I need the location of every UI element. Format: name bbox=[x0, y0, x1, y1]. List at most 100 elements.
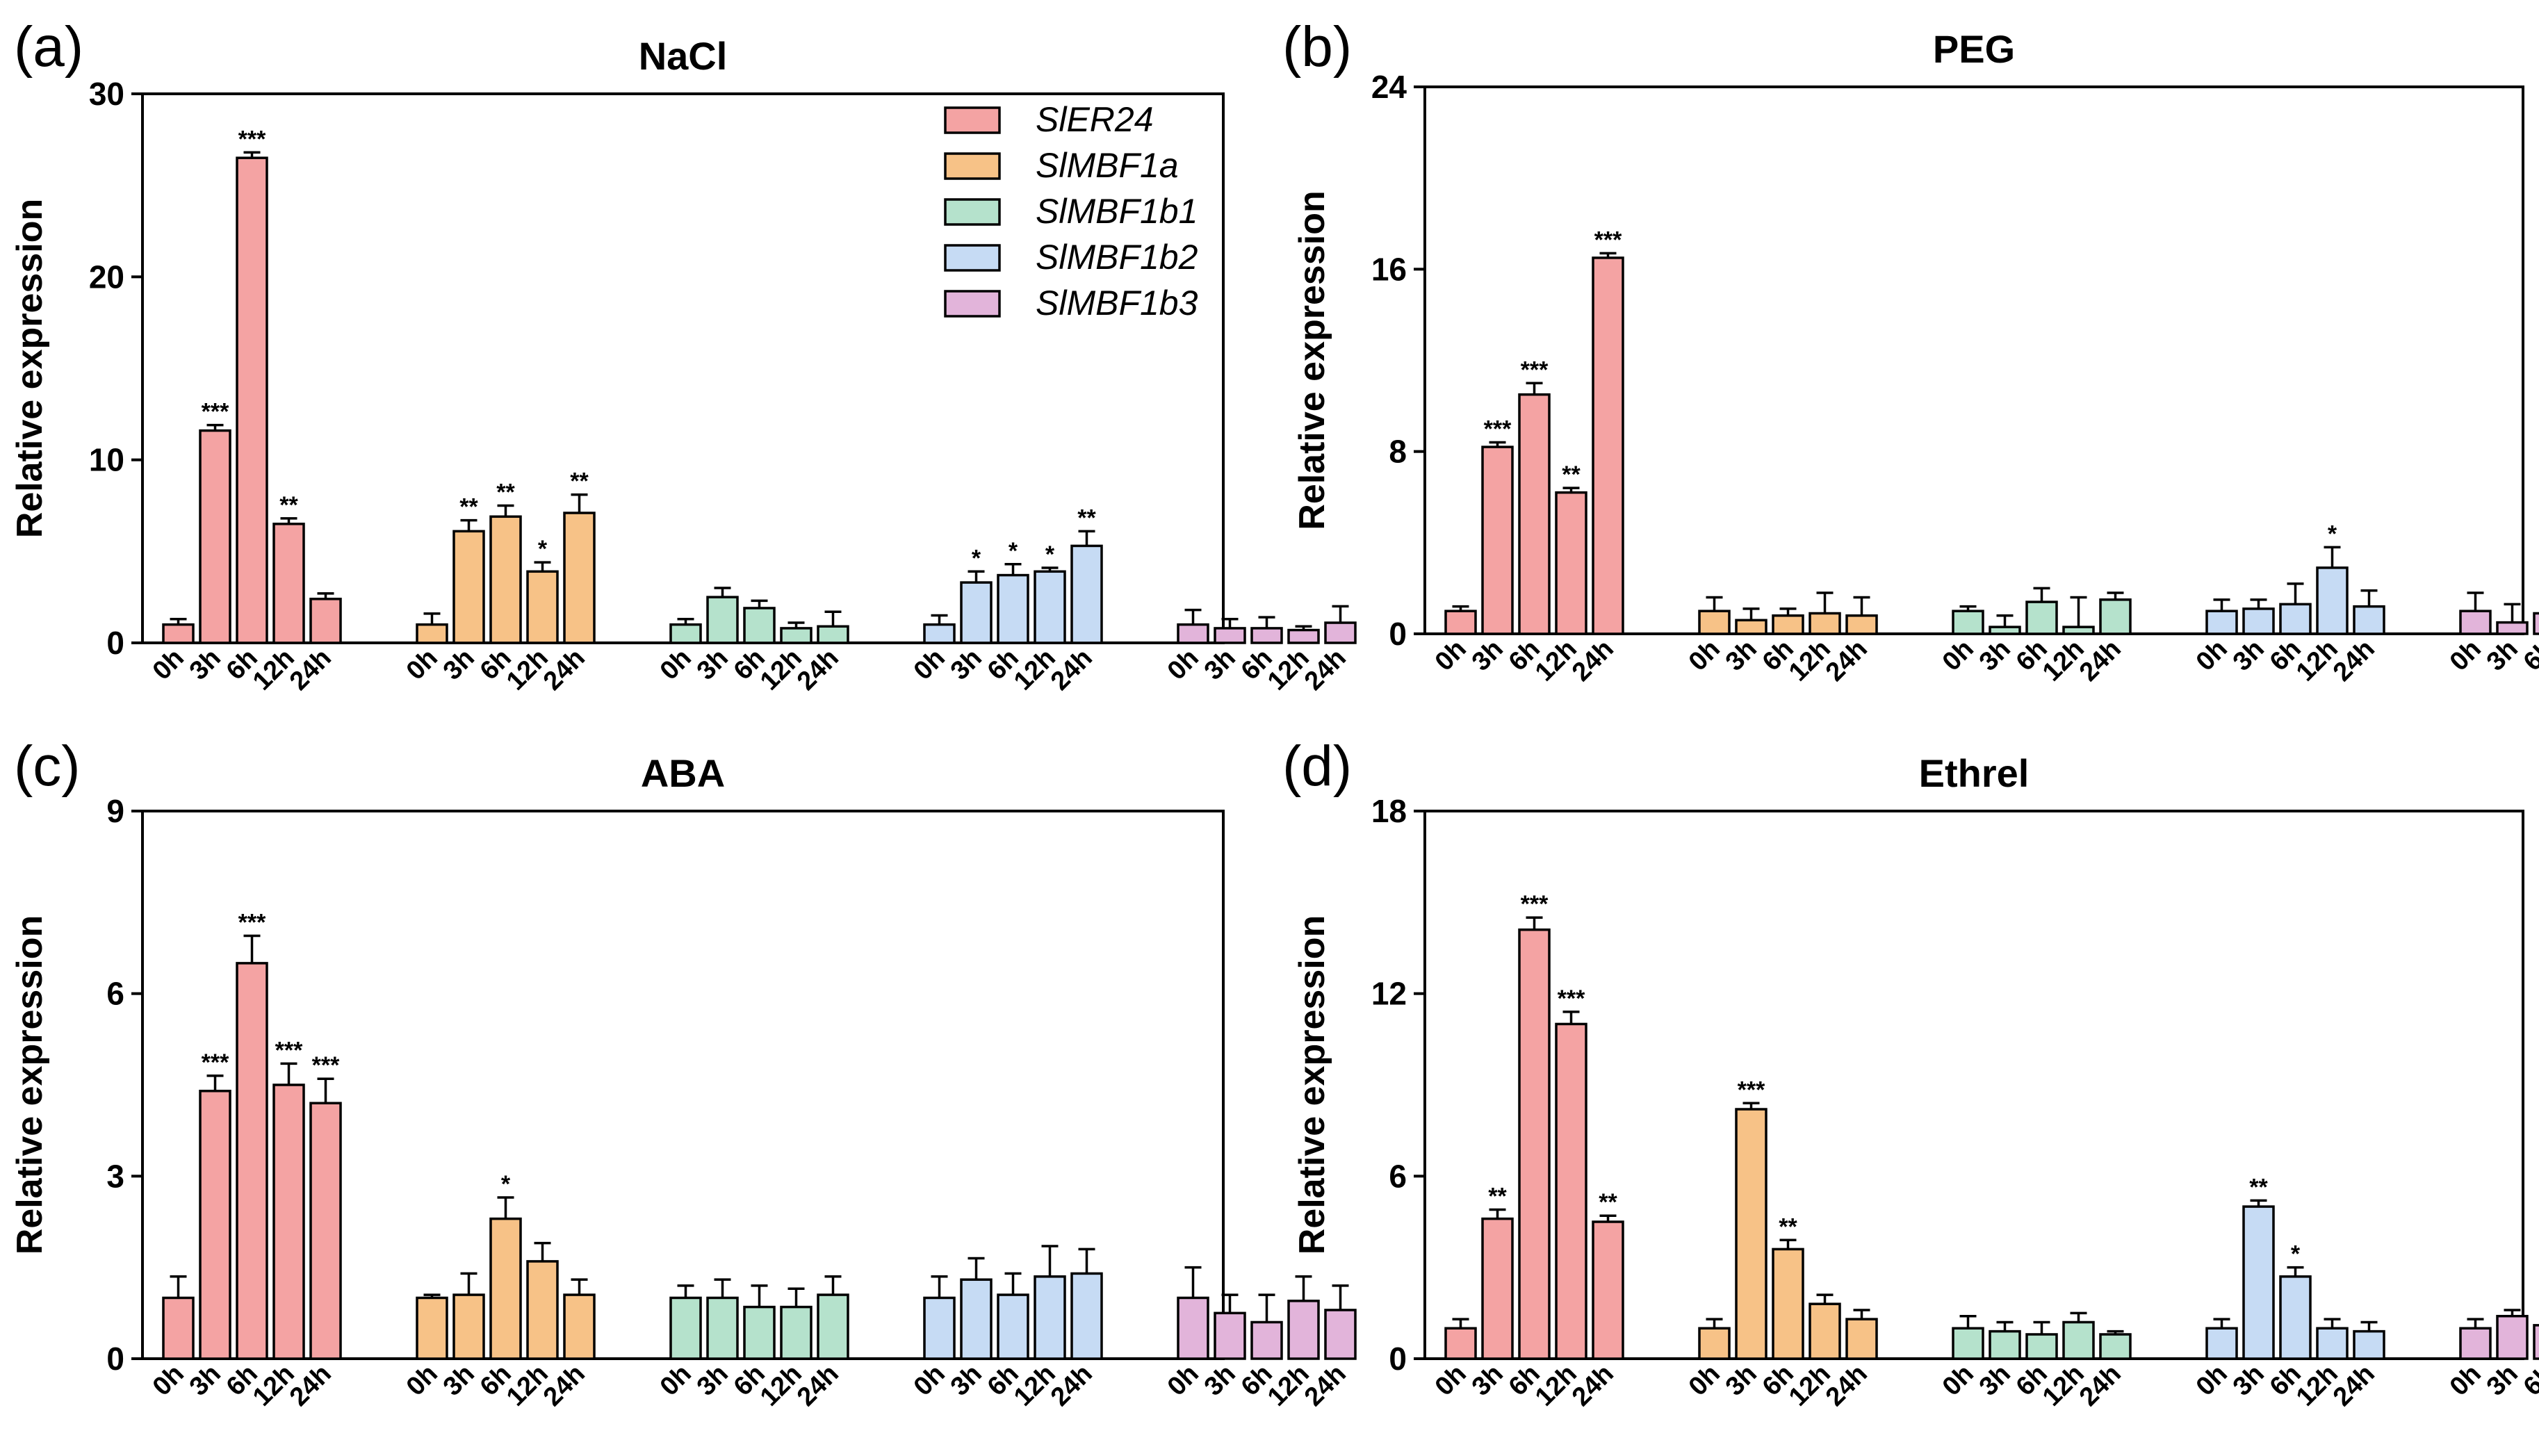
x-tick-label: 0h bbox=[147, 644, 190, 686]
x-tick-label: 0h bbox=[1162, 644, 1205, 686]
bar-slmbf1b1-3h bbox=[1989, 625, 2021, 635]
bar-sler24-6h bbox=[236, 156, 268, 644]
significance-label: ** bbox=[1077, 505, 1096, 531]
y-tick-label: 8 bbox=[1389, 434, 1407, 470]
y-tick-label: 6 bbox=[106, 976, 124, 1012]
bar-slmbf1b3-12h bbox=[1287, 628, 1320, 644]
bar-slmbf1b2-6h bbox=[2279, 603, 2312, 635]
x-tick-label: 0h bbox=[147, 1359, 190, 1402]
bar-slmbf1a-3h bbox=[452, 1293, 485, 1360]
bar-slmbf1b1-12h bbox=[2062, 625, 2095, 635]
bar-slmbf1b2-12h bbox=[1034, 570, 1066, 644]
x-tick-label: 3h bbox=[1199, 644, 1241, 686]
y-axis-label: Relative expression bbox=[10, 915, 50, 1254]
bar-sler24-24h bbox=[1592, 1220, 1624, 1360]
x-tick-label: 3h bbox=[2481, 635, 2524, 677]
bar-slmbf1a-0h bbox=[416, 623, 448, 644]
significance-label: ** bbox=[279, 492, 298, 518]
x-tick-label: 3h bbox=[1720, 1359, 1763, 1402]
y-tick-label: 10 bbox=[89, 442, 124, 478]
x-tick-label: 0h bbox=[1430, 1359, 1472, 1402]
x-tick-label: 0h bbox=[2444, 635, 2487, 677]
x-tick-label: 0h bbox=[655, 1359, 697, 1402]
bar-slmbf1b2-12h bbox=[2316, 566, 2349, 635]
bar-slmbf1b2-6h bbox=[997, 1293, 1029, 1360]
bar-sler24-24h bbox=[1592, 256, 1624, 635]
x-tick-label: 0h bbox=[908, 644, 951, 686]
x-tick-label: 3h bbox=[184, 1359, 227, 1402]
y-tick-label: 0 bbox=[1389, 1341, 1407, 1377]
bar-slmbf1a-0h bbox=[416, 1296, 448, 1360]
bar-slmbf1b2-12h bbox=[1034, 1275, 1066, 1360]
panel-ethrel: (d) Ethrel Relative expression 0 6 12 18 0h ** 3h… bbox=[1282, 735, 2539, 1412]
significance-label: * bbox=[1009, 538, 1018, 564]
legend-swatch-sler24 bbox=[944, 106, 1001, 134]
bar-slmbf1b3-0h bbox=[2459, 610, 2492, 635]
x-tick-label: 3h bbox=[2228, 635, 2270, 677]
panel-letter: (d) bbox=[1282, 735, 1352, 798]
bar-slmbf1a-24h bbox=[563, 1293, 596, 1360]
bar-slmbf1b1-3h bbox=[706, 596, 739, 644]
bar-slmbf1b2-24h bbox=[1070, 544, 1103, 644]
x-tick-label: 3h bbox=[2481, 1359, 2524, 1402]
x-tick-label: 0h bbox=[1683, 635, 1726, 677]
plot-frame bbox=[1423, 85, 2524, 635]
x-tick-label: 0h bbox=[401, 644, 443, 686]
legend-swatch-slmbf1a bbox=[944, 152, 1001, 180]
x-tick-label: 24h bbox=[2074, 635, 2127, 687]
bar-slmbf1b2-12h bbox=[2316, 1327, 2349, 1360]
x-tick-label: 24h bbox=[2074, 1359, 2127, 1412]
x-tick-label: 24h bbox=[1820, 1359, 1873, 1412]
significance-label: *** bbox=[202, 399, 229, 425]
bar-slmbf1b1-0h bbox=[669, 623, 702, 644]
bar-slmbf1b1-12h bbox=[780, 1305, 813, 1360]
x-tick-label: 3h bbox=[945, 1359, 988, 1402]
bar-sler24-24h bbox=[309, 1102, 342, 1360]
x-tick-label: 24h bbox=[284, 1359, 337, 1412]
bar-slmbf1b2-24h bbox=[2353, 1330, 2385, 1360]
x-tick-label: 24h bbox=[792, 644, 844, 696]
panel-letter: (b) bbox=[1282, 15, 1352, 79]
bar-slmbf1b3-24h bbox=[1324, 1309, 1357, 1360]
significance-label: ** bbox=[459, 494, 478, 521]
y-tick-label: 20 bbox=[89, 259, 124, 295]
bar-slmbf1b3-6h bbox=[2533, 612, 2539, 635]
x-tick-label: 0h bbox=[1430, 635, 1472, 677]
bar-slmbf1b1-6h bbox=[743, 607, 776, 644]
bar-slmbf1b2-0h bbox=[2205, 610, 2238, 635]
y-tick-label: 30 bbox=[89, 76, 124, 112]
panel-title: PEG bbox=[1933, 27, 2015, 71]
y-tick-label: 0 bbox=[106, 1341, 124, 1377]
x-tick-label: 0h bbox=[401, 1359, 443, 1402]
bar-slmbf1b1-0h bbox=[669, 1296, 702, 1360]
bar-slmbf1b2-6h bbox=[997, 573, 1029, 644]
x-tick-label: 0h bbox=[908, 1359, 951, 1402]
panel-letter: (c) bbox=[14, 735, 81, 798]
legend-label-slmbf1a: SlMBF1a bbox=[1036, 146, 1179, 185]
y-axis-label: Relative expression bbox=[1292, 915, 1332, 1254]
significance-label: *** bbox=[202, 1049, 229, 1076]
x-tick-label: 3h bbox=[1974, 1359, 2016, 1402]
x-tick-label: 3h bbox=[692, 644, 734, 686]
y-axis-label: Relative expression bbox=[10, 199, 50, 538]
bar-slmbf1a-24h bbox=[563, 512, 596, 644]
bar-slmbf1b2-0h bbox=[2205, 1327, 2238, 1360]
significance-label: *** bbox=[1738, 1077, 1765, 1103]
y-tick-label: 6 bbox=[1389, 1158, 1407, 1194]
significance-label: *** bbox=[1594, 227, 1622, 253]
bar-slmbf1b1-24h bbox=[2099, 1333, 2132, 1360]
significance-label: * bbox=[538, 536, 548, 562]
bar-slmbf1b2-3h bbox=[2242, 607, 2275, 635]
significance-label: ** bbox=[496, 480, 515, 506]
significance-label: *** bbox=[312, 1052, 340, 1079]
x-tick-label: 3h bbox=[1974, 635, 2016, 677]
bar-sler24-12h bbox=[1555, 1022, 1587, 1360]
bar-slmbf1a-24h bbox=[1845, 1318, 1878, 1360]
panel-title: Ethrel bbox=[1919, 751, 2030, 795]
significance-label: *** bbox=[238, 126, 266, 152]
bar-slmbf1b3-3h bbox=[1214, 627, 1246, 644]
x-tick-label: 3h bbox=[1467, 1359, 1509, 1402]
